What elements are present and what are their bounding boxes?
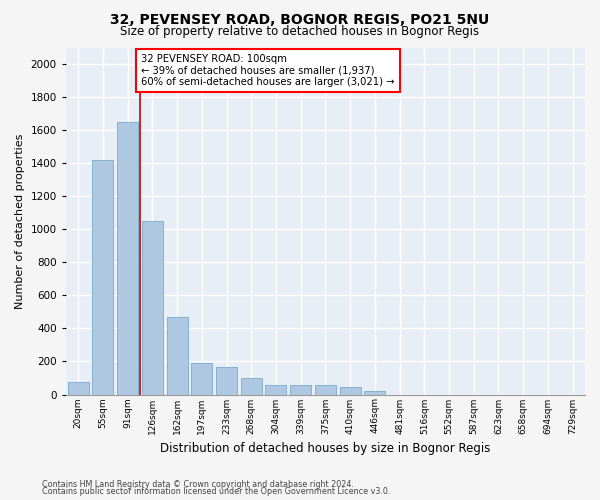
Bar (364, 391, 385, 394)
Bar (92, 160, 113, 394)
Bar (340, 387, 361, 394)
Bar (167, 317, 188, 394)
Bar (290, 386, 311, 394)
Bar (142, 221, 163, 394)
Bar (117, 122, 138, 394)
Bar (68, 382, 89, 394)
Text: Contains HM Land Registry data © Crown copyright and database right 2024.: Contains HM Land Registry data © Crown c… (42, 480, 354, 489)
X-axis label: Distribution of detached houses by size in Bognor Regis: Distribution of detached houses by size … (160, 442, 491, 455)
Text: Size of property relative to detached houses in Bognor Regis: Size of property relative to detached ho… (121, 25, 479, 38)
Text: 32 PEVENSEY ROAD: 100sqm
← 39% of detached houses are smaller (1,937)
60% of sem: 32 PEVENSEY ROAD: 100sqm ← 39% of detach… (141, 54, 395, 88)
Bar (216, 367, 237, 394)
Bar (241, 378, 262, 394)
Bar (265, 384, 286, 394)
Text: 32, PEVENSEY ROAD, BOGNOR REGIS, PO21 5NU: 32, PEVENSEY ROAD, BOGNOR REGIS, PO21 5N… (110, 12, 490, 26)
Y-axis label: Number of detached properties: Number of detached properties (15, 134, 25, 308)
Bar (315, 386, 336, 394)
Bar (191, 363, 212, 394)
Text: Contains public sector information licensed under the Open Government Licence v3: Contains public sector information licen… (42, 487, 391, 496)
